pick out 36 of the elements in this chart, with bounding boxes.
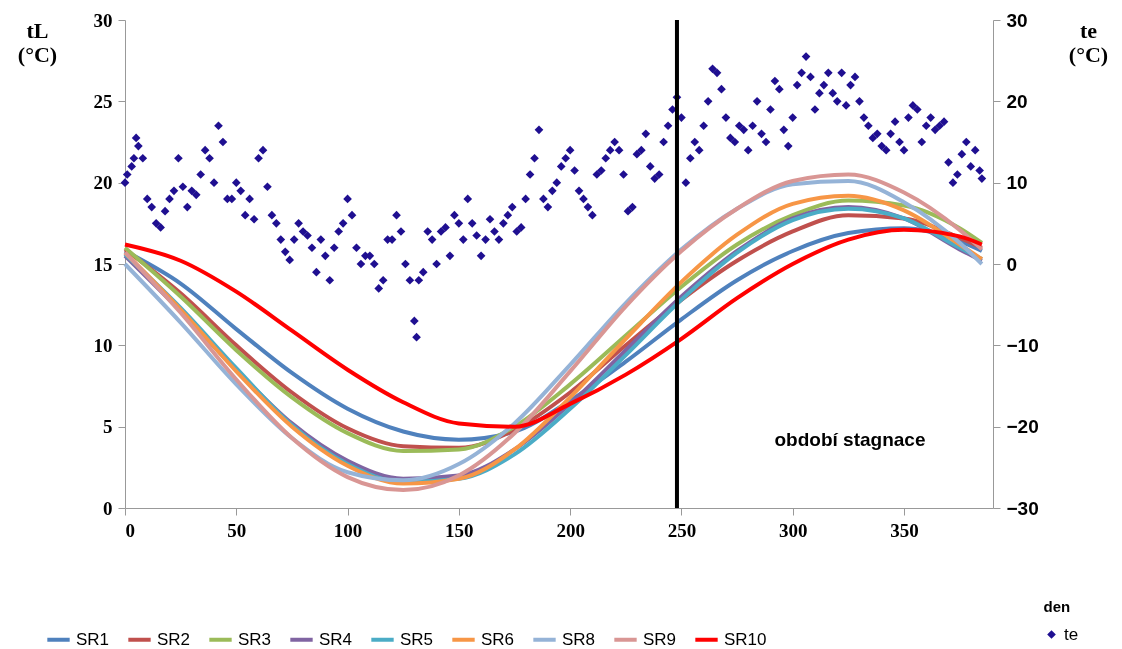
y-tick-label: 10 [93,334,113,356]
y2-tick-label: 30 [1006,9,1028,31]
x-tick-label: 100 [333,519,363,541]
x-tick-label: 50 [227,519,247,541]
x-axis-title: den [1043,597,1071,615]
legend-label: SR5 [400,629,434,649]
y-tick-label: 25 [93,90,113,112]
y-tick-label: 20 [93,172,113,194]
y-tick-label: 30 [93,9,113,31]
legend-label: SR3 [238,629,272,649]
y-tick-label: 5 [103,416,113,438]
y-tick-label: 0 [103,497,113,519]
legend-label: SR2 [157,629,191,649]
x-tick-label: 250 [667,519,697,541]
x-tick-label: 0 [125,519,135,541]
x-tick-label: 350 [890,519,919,541]
x-tick-label: 200 [556,519,585,541]
y-tick-label: 15 [93,253,113,275]
legend-label: SR8 [562,629,596,649]
legend-label: SR9 [643,629,677,649]
legend-label: te [1064,624,1079,644]
legend-label: SR10 [724,629,767,649]
y2-tick-label: −20 [1006,416,1039,438]
y2-tick-label: 20 [1006,90,1028,112]
legend-label: SR4 [319,629,353,649]
x-tick-label: 300 [778,519,808,541]
y2-tick-label: −10 [1006,334,1039,356]
annotation: období stagnace [774,429,926,450]
y2-axis-title: te (°C) [1068,17,1109,67]
y2-tick-label: 10 [1006,172,1028,194]
y2-tick-label: −30 [1006,497,1039,519]
y2-tick-label: 0 [1006,253,1018,275]
legend-label: SR6 [481,629,515,649]
y-axis-title: tL (°C) [17,17,58,67]
legend-label: SR1 [76,629,110,649]
x-tick-label: 150 [445,519,474,541]
